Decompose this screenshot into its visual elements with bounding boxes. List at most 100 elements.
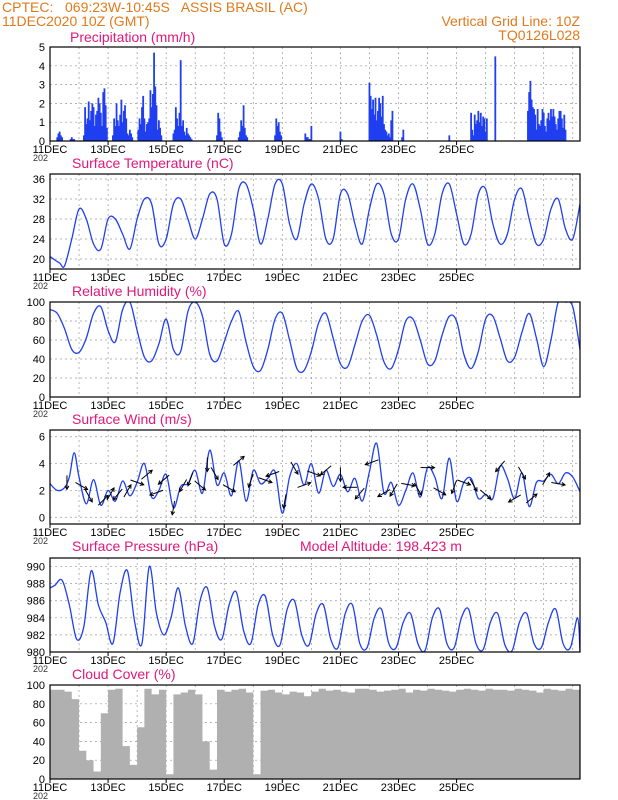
precip-bar bbox=[239, 131, 241, 141]
precip-bar bbox=[379, 103, 382, 141]
precip-bar bbox=[479, 112, 482, 141]
precip-bar bbox=[243, 127, 246, 141]
xtick-label-cloud: 11DEC bbox=[33, 782, 68, 794]
xtick-label-wind: 25DEC bbox=[439, 527, 475, 539]
xtick-label-temp: 23DEC bbox=[381, 272, 417, 284]
precip-bar bbox=[128, 129, 131, 141]
xtick-label-cloud: 15DEC bbox=[148, 782, 184, 794]
precip-bar bbox=[551, 116, 554, 141]
wind-arrow bbox=[186, 472, 194, 487]
precip-bar bbox=[375, 120, 378, 141]
wind-arrow bbox=[354, 487, 365, 500]
year-stub-precip: 202 bbox=[33, 153, 48, 163]
precip-bar bbox=[471, 129, 474, 141]
precip-bar bbox=[159, 127, 162, 141]
ytick-label-rh: 100 bbox=[27, 297, 45, 309]
xtick-label-precip: 21DEC bbox=[323, 144, 359, 156]
wind-arrow bbox=[148, 489, 164, 497]
panel-title-pres: Surface Pressure (hPa) bbox=[72, 538, 218, 554]
wind-arrow bbox=[222, 484, 237, 493]
wind-arrow bbox=[179, 479, 188, 493]
precip-bar bbox=[381, 95, 384, 141]
wind-arrow bbox=[258, 477, 273, 484]
precip-bar bbox=[73, 139, 76, 141]
precip-bar bbox=[535, 129, 538, 141]
panel-note-pres: Model Altitude: 198.423 m bbox=[300, 538, 462, 554]
xtick-label-wind: 17DEC bbox=[207, 527, 243, 539]
precip-bar bbox=[120, 99, 123, 141]
xtick-label-pres: 17DEC bbox=[207, 655, 243, 667]
precip-bar bbox=[530, 99, 533, 141]
panel-frame-temp bbox=[49, 173, 581, 270]
precip-bar bbox=[153, 52, 155, 141]
precip-bar bbox=[160, 135, 163, 141]
wind-arrow bbox=[420, 465, 436, 470]
precip-bar bbox=[121, 122, 124, 141]
xtick-label-rh: 25DEC bbox=[439, 400, 475, 412]
wind-arrow bbox=[319, 465, 332, 476]
precip-bar bbox=[389, 137, 391, 141]
ytick-label-rh: 80 bbox=[33, 316, 45, 328]
precip-bar bbox=[547, 112, 550, 141]
ytick-label-rh: 60 bbox=[33, 335, 45, 347]
wind-arrow bbox=[112, 488, 123, 501]
precip-bar bbox=[144, 131, 147, 141]
precip-bar bbox=[56, 137, 59, 141]
xtick-label-pres: 11DEC bbox=[33, 655, 68, 667]
precip-bar bbox=[484, 131, 487, 141]
precip-bar bbox=[154, 86, 157, 141]
precip-bar bbox=[310, 125, 313, 141]
precip-bar bbox=[562, 127, 564, 141]
ytick-label-temp: 24 bbox=[33, 234, 45, 246]
precip-bar bbox=[96, 110, 99, 141]
ytick-label-cloud: 0 bbox=[39, 774, 45, 786]
precip-bar bbox=[85, 124, 88, 141]
precip-bar bbox=[189, 137, 192, 141]
panel-frame-wind bbox=[49, 429, 581, 525]
precip-bar bbox=[402, 129, 405, 141]
wind-arrow bbox=[364, 459, 379, 466]
precip-bar bbox=[552, 109, 555, 141]
precip-bar bbox=[380, 116, 383, 141]
precip-bar bbox=[481, 125, 483, 141]
precip-bar bbox=[101, 125, 103, 141]
wind-arrow bbox=[401, 482, 417, 488]
wind-arrow bbox=[290, 461, 299, 476]
precip-bar bbox=[470, 112, 472, 141]
precip-bar bbox=[305, 137, 308, 141]
precip-bar bbox=[279, 131, 281, 141]
precip-bar bbox=[368, 82, 371, 141]
precip-bar bbox=[553, 116, 556, 141]
series-line-rh bbox=[50, 302, 580, 374]
precip-bar bbox=[546, 118, 549, 141]
precip-bar bbox=[558, 110, 561, 141]
precip-bar bbox=[548, 120, 551, 141]
precip-bar bbox=[557, 118, 560, 141]
station-header: CPTEC: 069:23W-10:45S ASSIS BRASIL (AC) bbox=[2, 0, 308, 15]
precip-bar bbox=[218, 118, 221, 141]
precip-bar bbox=[390, 120, 393, 141]
wind-arrow bbox=[194, 480, 207, 491]
xtick-label-temp: 21DEC bbox=[323, 272, 359, 284]
panel-temp: 20 24 28 32 36 11DEC 13DEC 15DEC 17DEC 19DEC 21DEC… bbox=[33, 155, 581, 291]
ytick-label-wind: 2 bbox=[39, 485, 45, 497]
ytick-label-temp: 32 bbox=[33, 194, 45, 206]
precip-bar bbox=[219, 131, 222, 141]
xtick-label-precip: 17DEC bbox=[207, 144, 243, 156]
precip-bar bbox=[102, 92, 105, 141]
precip-bar bbox=[383, 124, 385, 141]
precip-bar bbox=[542, 112, 545, 141]
wind-arrow bbox=[97, 494, 109, 506]
precip-bar bbox=[531, 107, 534, 141]
wind-arrow bbox=[551, 482, 567, 487]
precip-bar bbox=[82, 135, 85, 141]
xtick-label-precip: 19DEC bbox=[265, 144, 301, 156]
precip-bar bbox=[554, 124, 557, 141]
wind-arrow bbox=[507, 494, 521, 503]
xtick-label-rh: 13DEC bbox=[90, 400, 126, 412]
precip-bar bbox=[537, 124, 540, 141]
precip-bar bbox=[119, 114, 122, 141]
wind-arrow bbox=[204, 457, 210, 473]
wind-arrow bbox=[170, 500, 176, 516]
panel-title-cloud: Cloud Cover (%) bbox=[72, 666, 175, 682]
